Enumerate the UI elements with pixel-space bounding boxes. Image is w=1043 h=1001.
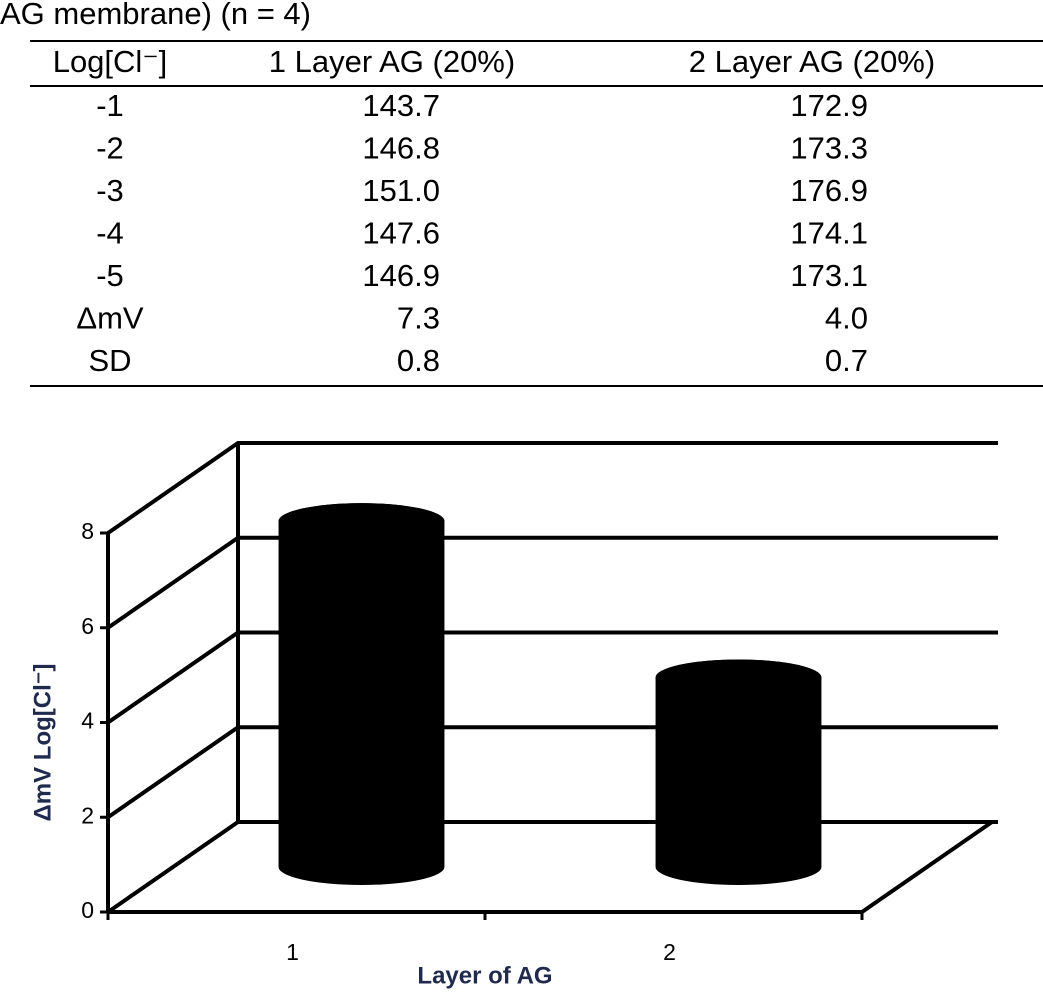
table-cell: 151.0: [362, 173, 440, 208]
y-tick-label: 4: [81, 708, 94, 734]
table-cell: -5: [96, 258, 124, 293]
bar: [278, 503, 445, 885]
table-header: 1 Layer AG (20%): [269, 44, 515, 79]
grid-line: [106, 441, 998, 535]
table-cell: 4.0: [825, 301, 868, 336]
table-cell: -4: [96, 216, 124, 251]
table-cell: 146.9: [362, 258, 440, 293]
x-tick-label: 2: [663, 939, 676, 965]
floor: [108, 820, 994, 914]
table-cell: SD: [88, 343, 131, 378]
y-tick-label: 8: [81, 518, 94, 544]
table-cell: 172.9: [790, 88, 868, 123]
table-cell: 176.9: [790, 173, 868, 208]
table-cell: 146.8: [362, 131, 440, 166]
y-axis-label: ΔmV Log[Cl⁻]: [29, 664, 56, 822]
bar-top: [655, 659, 822, 696]
table-cell: -2: [96, 131, 124, 166]
x-tick-label: 1: [286, 939, 299, 965]
table-cell: -3: [96, 173, 124, 208]
caption: AG membrane) (n = 4): [0, 0, 311, 31]
table-cell: 0.8: [397, 343, 440, 378]
bar-top: [278, 503, 445, 540]
y-tick-label: 6: [81, 613, 94, 639]
table-cell: -1: [96, 88, 124, 123]
table-cell: 0.7: [825, 343, 868, 378]
y-tick-label: 0: [81, 897, 94, 923]
x-axis-label: Layer of AG: [417, 962, 552, 989]
bar: [655, 659, 822, 885]
table-cell: 173.1: [790, 258, 868, 293]
grid-line: [106, 535, 998, 630]
grid-line: [106, 630, 998, 725]
grid-line: [106, 725, 998, 819]
table-cell: 7.3: [397, 301, 440, 336]
table-cell: 143.7: [362, 88, 440, 123]
table-cell: 147.6: [362, 216, 440, 251]
table-cell: 174.1: [790, 216, 868, 251]
table-header: 2 Layer AG (20%): [689, 44, 935, 79]
grid-line: [106, 820, 998, 914]
table-cell: 173.3: [790, 131, 868, 166]
table-cell: ΔmV: [76, 301, 144, 336]
y-tick-label: 2: [81, 802, 94, 828]
table-header: Log[Cl⁻]: [53, 44, 168, 79]
